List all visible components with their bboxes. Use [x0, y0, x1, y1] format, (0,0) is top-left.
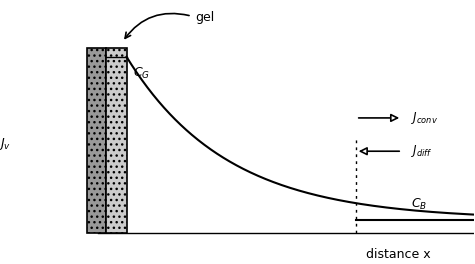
Text: $C_B$: $C_B$ [410, 197, 427, 212]
Bar [105, 48, 126, 233]
Text: distance x: distance x [366, 248, 430, 261]
Text: $J_v$: $J_v$ [0, 136, 11, 152]
Text: $J_{conv}$: $J_{conv}$ [410, 110, 437, 126]
Text: $C_G$: $C_G$ [133, 66, 150, 81]
Bar [86, 48, 105, 233]
Text: gel: gel [195, 11, 214, 24]
Text: $J_{diff}$: $J_{diff}$ [410, 143, 432, 159]
